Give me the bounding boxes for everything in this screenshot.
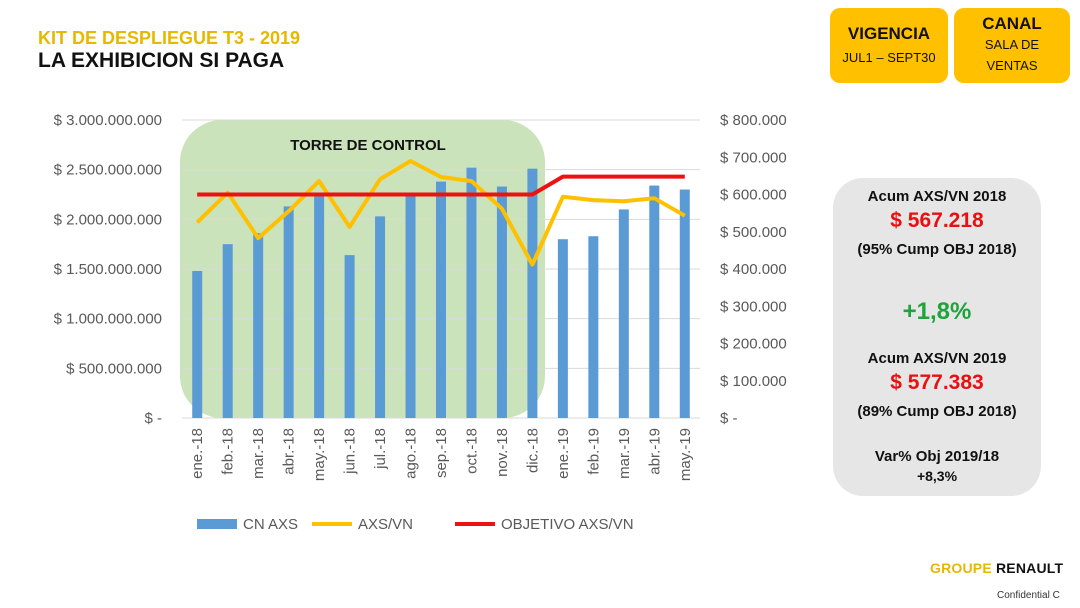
x-axis-tick-label: nov.-18	[494, 428, 511, 477]
bar-cn-axs	[314, 195, 325, 418]
bar-cn-axs	[192, 270, 203, 418]
left-axis-tick-label: $ 2.500.000.000	[54, 162, 162, 179]
combo-chart: TORRE DE CONTROL $ - $ 500.000.000 $ 1.000…	[54, 112, 787, 533]
line-axs-vn	[195, 159, 686, 267]
acum-2019-label: Acum AXS/VN 2019	[867, 350, 1007, 367]
legend-label: CN AXS	[243, 516, 298, 533]
delta-percent: +1,8%	[902, 298, 972, 325]
bar-cn-axs	[283, 206, 294, 418]
x-axis-tick-label: feb.-18	[220, 428, 237, 475]
x-axis-tick-label: mar.-18	[250, 428, 267, 479]
right-axis-tick-label: $ 100.000	[720, 373, 787, 390]
bar-cn-axs	[375, 216, 386, 418]
vigencia-box: VIGENCIA JUL1 – SEPT30	[830, 8, 948, 83]
left-axis-tick-label: $ 1.500.000.000	[54, 261, 162, 278]
left-axis-tick-label: $ -	[144, 410, 162, 427]
bar-cn-axs	[405, 192, 416, 418]
bar-cn-axs	[557, 239, 568, 418]
legend-swatch-cn-axs	[197, 519, 237, 529]
legend-label: AXS/VN	[358, 516, 413, 533]
x-axis-tick-label: ene.-19	[555, 428, 572, 479]
slide-title: LA EXHIBICION SI PAGA	[38, 49, 285, 72]
right-axis-tick-label: $ 700.000	[720, 149, 787, 166]
right-axis-tick-label: $ 800.000	[720, 112, 787, 129]
bar-cn-axs	[527, 168, 538, 418]
x-axis-tick-label: abr.-18	[281, 428, 298, 475]
x-axis-tick-label: mar.-19	[616, 428, 633, 479]
bar-cn-axs	[496, 186, 507, 418]
right-axis-tick-label: $ 600.000	[720, 187, 787, 204]
cump-2019-note: (89% Cump OBJ 2018)	[857, 403, 1017, 420]
logo-groupe: GROUPE	[930, 560, 992, 576]
acum-2018-label: Acum AXS/VN 2018	[867, 188, 1007, 205]
bar-cn-axs	[618, 209, 629, 418]
line-objetivo-axs-vn	[197, 174, 685, 197]
x-axis-tick-label: ene.-18	[189, 428, 206, 479]
left-axis-tick-label: $ 500.000.000	[66, 360, 162, 377]
x-axis-tick-label: may.-19	[677, 428, 694, 481]
x-axis-tick-label: sep.-18	[433, 428, 450, 478]
logo-renault: RENAULT	[995, 560, 1064, 576]
right-axis-tick-label: $ 300.000	[720, 298, 787, 315]
left-axis-tick-label: $ 3.000.000.000	[54, 112, 162, 129]
cump-2018-note: (95% Cump OBJ 2018)	[857, 241, 1017, 258]
bar-cn-axs	[649, 185, 660, 418]
right-axis-tick-label: $ -	[720, 410, 738, 427]
bar-cn-axs	[588, 236, 599, 418]
right-axis-tick-label: $ 500.000	[720, 224, 787, 241]
vigencia-value: JUL1 – SEPT30	[842, 50, 936, 65]
acum-2019-value: $ 577.383	[890, 371, 984, 394]
bar-cn-axs	[679, 189, 690, 418]
groupe-renault-logo: GROUPE RENAULT	[930, 560, 1063, 576]
right-axis-tick-label: $ 400.000	[720, 261, 787, 278]
x-axis-tick-label: dic.-18	[524, 428, 541, 473]
bar-cn-axs	[253, 233, 264, 418]
bar-cn-axs	[466, 167, 477, 418]
canal-box: CANAL SALA DE VENTAS	[954, 8, 1070, 83]
x-axis-tick-label: may.-18	[311, 428, 328, 481]
right-axis-tick-label: $ 200.000	[720, 336, 787, 353]
left-axis-tick-label: $ 1.000.000.000	[54, 311, 162, 328]
torre-de-control-label: TORRE DE CONTROL	[290, 137, 446, 154]
summary-panel: Acum AXS/VN 2018 $ 567.218 (95% Cump OBJ…	[833, 178, 1041, 496]
canal-value-line1: SALA DE	[984, 37, 1040, 52]
bar-cn-axs	[436, 181, 446, 418]
var-obj-label: Var% Obj 2019/18	[874, 448, 1000, 465]
left-axis-tick-label: $ 2.000.000.000	[54, 211, 162, 228]
x-axis-tick-label: oct.-18	[463, 428, 480, 474]
x-axis-tick-label: ago.-18	[403, 428, 420, 479]
vigencia-title: VIGENCIA	[847, 24, 931, 43]
canal-value-line2: VENTAS	[986, 58, 1038, 73]
legend-label: OBJETIVO AXS/VN	[501, 516, 634, 533]
canal-title: CANAL	[982, 14, 1042, 33]
x-axis-tick-label: jun.-18	[342, 428, 359, 475]
x-axis-tick-label: feb.-19	[585, 428, 602, 475]
x-axis-tick-label: abr.-19	[646, 428, 663, 475]
var-obj-value: +8,3%	[916, 468, 958, 484]
confidential-label: Confidential C	[997, 590, 1060, 601]
bar-cn-axs	[344, 255, 355, 418]
acum-2018-value: $ 567.218	[890, 209, 984, 232]
kit-title: KIT DE DESPLIEGUE T3 - 2019	[38, 28, 301, 48]
x-axis-tick-label: jul.-18	[372, 428, 389, 470]
bar-cn-axs	[222, 244, 233, 418]
